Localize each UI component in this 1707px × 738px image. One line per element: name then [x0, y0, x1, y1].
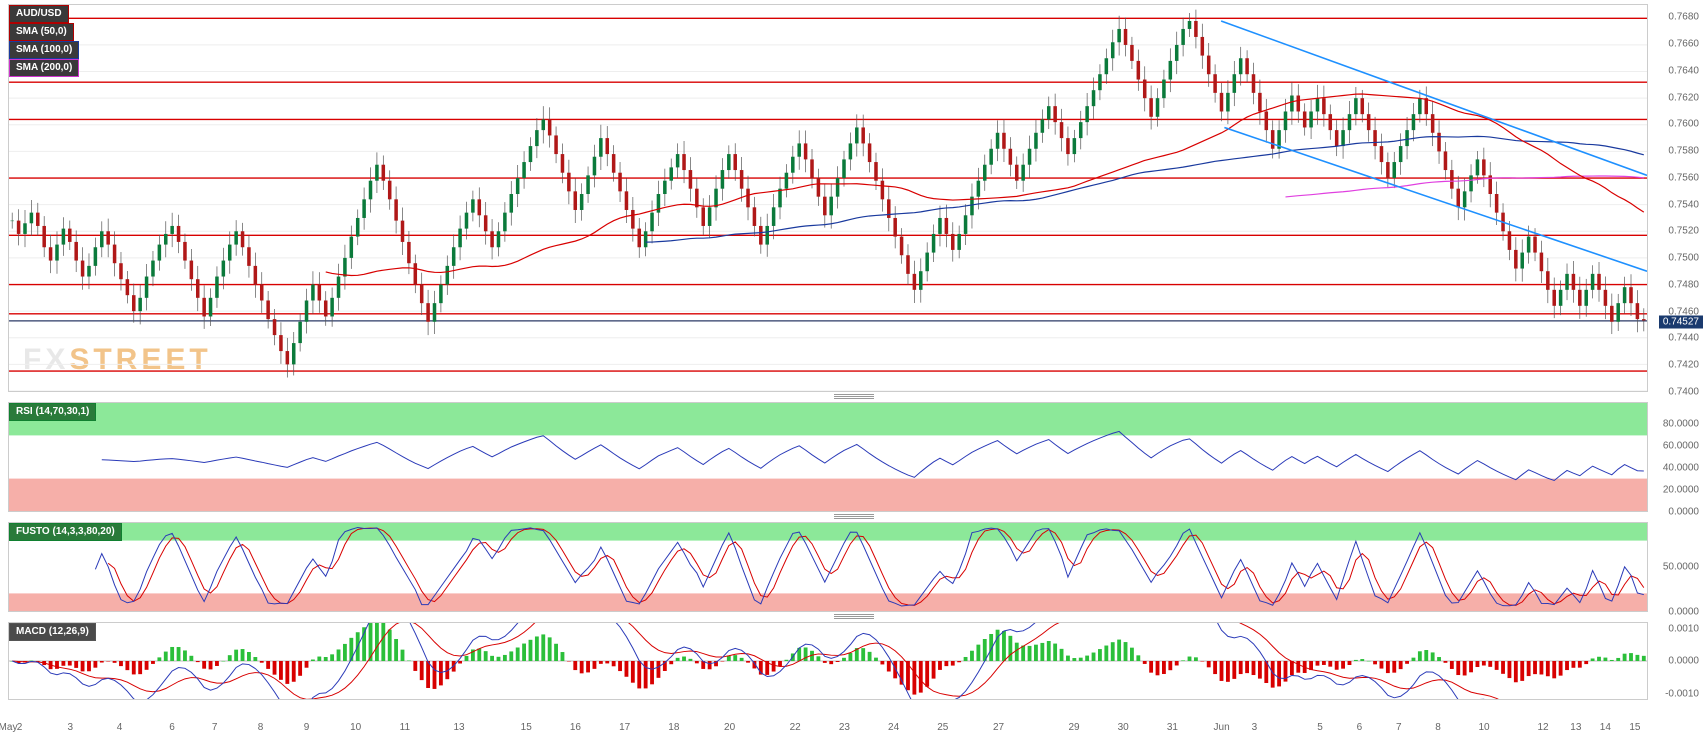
panel-resize-handle[interactable] — [834, 614, 874, 619]
indicator-legend: SMA (50,0) — [9, 23, 74, 41]
current-price-flag: 0.74527 — [1659, 316, 1703, 329]
stochastic-plot — [9, 523, 1647, 611]
price-plot — [9, 5, 1647, 391]
stochastic-legend: FUSTO (14,3,3,80,20) — [9, 523, 122, 541]
rsi-plot — [9, 403, 1647, 511]
indicator-legend: SMA (200,0) — [9, 59, 79, 77]
rsi-legend: RSI (14,70,30,1) — [9, 403, 96, 421]
stochastic-yaxis: 0.000050.0000 — [1651, 522, 1701, 612]
panel-resize-handle[interactable] — [834, 394, 874, 399]
panel-resize-handle[interactable] — [834, 514, 874, 519]
forex-chart: FXSTREET AUD/USDSMA (50,0)SMA (100,0)SMA… — [0, 0, 1707, 738]
macd-legend: MACD (12,26,9) — [9, 623, 96, 641]
macd-yaxis: -0.00100.00000.0010 — [1651, 622, 1701, 700]
rsi-yaxis: 0.000020.000040.000060.000080.0000 — [1651, 402, 1701, 512]
price-yaxis: 0.74000.74200.74400.74600.74800.75000.75… — [1651, 4, 1701, 392]
price-panel[interactable]: FXSTREET AUD/USDSMA (50,0)SMA (100,0)SMA… — [8, 4, 1648, 392]
macd-panel[interactable]: MACD (12,26,9) — [8, 622, 1648, 700]
time-xaxis: May2346789101113151617182022232425272930… — [8, 722, 1648, 736]
indicator-legend: AUD/USD — [9, 5, 69, 23]
macd-plot — [9, 623, 1647, 699]
stochastic-panel[interactable]: FUSTO (14,3,3,80,20) — [8, 522, 1648, 612]
indicator-legend: SMA (100,0) — [9, 41, 79, 59]
rsi-panel[interactable]: RSI (14,70,30,1) — [8, 402, 1648, 512]
